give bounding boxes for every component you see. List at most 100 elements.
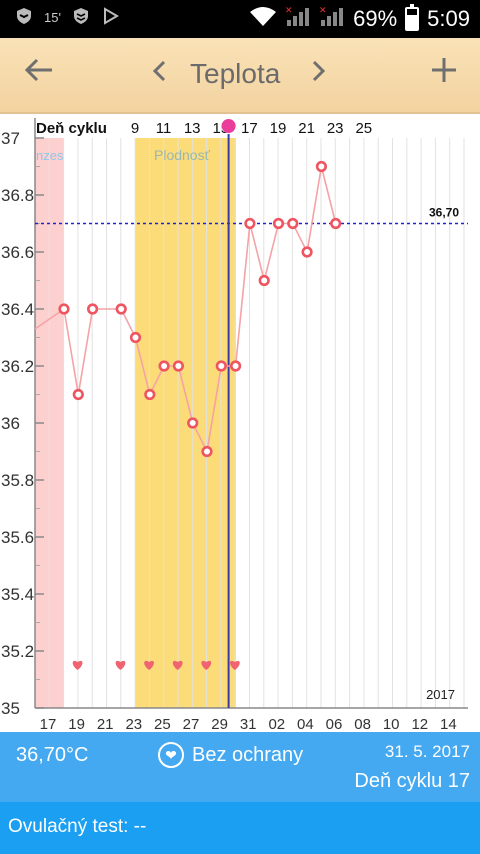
cycle-tick-label: 13 — [184, 120, 201, 137]
svg-text:✕: ✕ — [319, 6, 327, 16]
intercourse-heart-icon — [230, 660, 240, 670]
intercourse-heart-icon — [144, 660, 154, 670]
plus-icon — [432, 58, 456, 82]
y-tick-label: 35 — [1, 699, 20, 718]
temperature-point[interactable] — [115, 303, 127, 315]
temperature-point[interactable] — [187, 417, 199, 429]
chevron-right-icon — [312, 60, 326, 82]
cycle-tick-label: 17 — [241, 120, 258, 137]
chevron-left-icon — [152, 60, 166, 82]
temperature-point[interactable] — [129, 331, 142, 344]
y-tick-label: 36 — [1, 414, 20, 433]
temperature-point[interactable] — [144, 388, 156, 401]
y-tick-label: 35.8 — [1, 471, 34, 490]
temperature-point[interactable] — [330, 217, 342, 230]
year-label: 2017 — [426, 687, 455, 702]
temperature-point[interactable] — [301, 246, 313, 258]
date-tick-label: 06 — [326, 716, 343, 732]
svg-text:✕: ✕ — [285, 6, 293, 16]
info-bar[interactable]: 36,70°C ❤ Bez ochrany 31. 5. 2017 Deň cy… — [0, 732, 480, 802]
date-tick-label: 27 — [183, 716, 200, 732]
y-tick-label: 36.6 — [1, 243, 34, 262]
date-tick-label: 14 — [440, 716, 457, 732]
selected-date: 31. 5. 2017 — [384, 742, 470, 761]
temperature-point[interactable] — [172, 360, 184, 372]
y-tick-label: 35.2 — [1, 642, 34, 661]
battery-icon — [405, 4, 420, 31]
date-tick-label: 25 — [154, 716, 171, 732]
temperature-point[interactable] — [86, 303, 99, 315]
temperature-point[interactable] — [244, 217, 256, 230]
temperature-point[interactable] — [287, 217, 299, 230]
temperature-point[interactable] — [315, 160, 328, 173]
menses-label: nzes — [36, 148, 64, 163]
cycle-tick-label: 11 — [156, 120, 172, 137]
cycle-axis-label: Deň cyklu — [36, 120, 107, 137]
date-tick-label: 29 — [211, 716, 228, 732]
date-tick-label: 10 — [383, 716, 400, 732]
shield-check-icon — [71, 6, 91, 29]
ovulation-bar[interactable]: Ovulačný test: -- — [0, 802, 480, 854]
temperature-point[interactable] — [230, 360, 242, 372]
cycle-tick-label: 19 — [270, 120, 287, 137]
next-period-button[interactable] — [310, 56, 328, 95]
play-store-icon — [101, 6, 121, 29]
y-tick-label: 36.2 — [1, 357, 34, 376]
page-title: Teplota — [190, 58, 281, 89]
date-tick-label: 02 — [268, 716, 285, 732]
system-icons: ✕ ✕ 69% 5:09 — [249, 4, 470, 34]
date-tick-label: 31 — [240, 716, 257, 732]
cycle-tick-label: 25 — [355, 120, 372, 137]
signal-icon-2: ✕ — [319, 4, 345, 34]
wifi-icon — [249, 5, 277, 33]
date-tick-label: 19 — [68, 716, 85, 732]
intercourse-heart-icon — [72, 660, 83, 670]
notification-text: 15' — [44, 10, 61, 25]
intercourse-heart-icon — [172, 660, 183, 670]
clock: 5:09 — [427, 6, 470, 31]
date-tick-label: 04 — [297, 716, 314, 732]
ovulation-test-label: Ovulačný test: -- — [8, 816, 147, 837]
temperature-point[interactable] — [72, 388, 84, 401]
intercourse-heart-icon — [115, 660, 126, 670]
selected-cycle-day: Deň cyklu 17 — [354, 770, 470, 792]
y-tick-label: 35.4 — [1, 585, 34, 604]
selected-temperature: 36,70°C — [16, 744, 89, 766]
y-tick-label: 35.6 — [1, 528, 34, 547]
shield-icon — [14, 6, 34, 29]
reference-label: 36,70 — [429, 206, 459, 220]
temperature-point[interactable] — [258, 274, 270, 287]
date-tick-label: 12 — [411, 716, 428, 732]
date-tick-label: 21 — [97, 716, 114, 732]
fertile-band — [135, 138, 236, 708]
temperature-point[interactable] — [272, 217, 285, 230]
temperature-chart[interactable]: 37 36.8 36.6 36.4 36.2 36 35.8 35.6 35.4 35.2 35 1… — [0, 114, 480, 732]
heart-icon: ❤ — [158, 742, 184, 768]
cycle-tick-label: 23 — [327, 120, 344, 137]
protection-status: ❤ Bez ochrany — [158, 742, 303, 768]
notification-icons: 15' — [14, 6, 121, 29]
fertile-label: Plodnosť — [154, 147, 211, 163]
y-tick-label: 37 — [1, 129, 20, 148]
date-tick-label: 23 — [125, 716, 142, 732]
prev-period-button[interactable] — [150, 56, 168, 95]
battery-percent: 69% — [353, 6, 398, 31]
protection-label: Bez ochrany — [192, 743, 304, 766]
app-bar: Teplota — [0, 38, 480, 114]
add-button[interactable] — [430, 50, 458, 94]
temperature-point[interactable] — [215, 360, 227, 372]
temperature-point[interactable] — [158, 360, 170, 372]
date-tick-label: 08 — [354, 716, 371, 732]
selected-day-dot[interactable] — [221, 119, 236, 133]
y-tick-label: 36.4 — [1, 300, 34, 319]
y-tick-label: 36.8 — [1, 186, 34, 205]
intercourse-heart-icon — [201, 660, 212, 670]
temperature-point[interactable] — [201, 445, 213, 458]
temperature-point[interactable] — [58, 303, 70, 315]
signal-icon: ✕ — [285, 4, 311, 34]
date-tick-label: 17 — [40, 716, 57, 732]
status-bar: 15' ✕ ✕ 69% 5:09 — [0, 0, 480, 38]
back-button[interactable] — [22, 54, 56, 94]
cycle-tick-label: 21 — [298, 120, 315, 137]
arrow-left-icon — [24, 58, 52, 82]
